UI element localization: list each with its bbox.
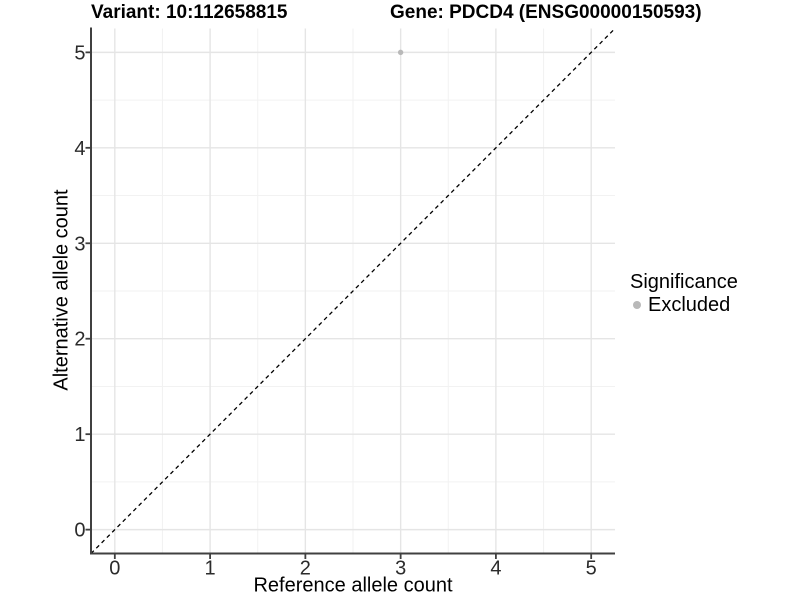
x-tick-label: 2 xyxy=(300,558,311,580)
x-axis-title: Reference allele count xyxy=(253,574,453,597)
legend-item-label: Excluded xyxy=(648,294,731,316)
y-tick-label: 3 xyxy=(74,233,85,255)
legend: Significance Excluded xyxy=(630,271,738,316)
x-tick-label: 5 xyxy=(586,558,597,580)
x-tick-label: 1 xyxy=(205,558,216,580)
legend-key-point-icon xyxy=(633,301,641,309)
x-tick-label: 3 xyxy=(395,558,406,580)
gene-title: Gene: PDCD4 (ENSG00000150593) xyxy=(390,2,702,23)
data-point xyxy=(397,49,404,56)
y-tick-label: 5 xyxy=(74,42,85,64)
y-tick-label: 1 xyxy=(74,424,85,446)
legend-title: Significance xyxy=(630,271,738,293)
variant-title: Variant: 10:112658815 xyxy=(91,2,288,23)
x-tick-label: 0 xyxy=(109,558,120,580)
x-tick-label: 4 xyxy=(490,558,501,580)
y-tick-label: 0 xyxy=(74,520,85,542)
identity-dashed-line xyxy=(90,28,616,554)
legend-item-excluded: Excluded xyxy=(630,294,738,316)
y-axis-title: Alternative allele count xyxy=(50,189,73,391)
y-tick-label: 4 xyxy=(74,138,85,160)
y-tick-label: 2 xyxy=(74,329,85,351)
